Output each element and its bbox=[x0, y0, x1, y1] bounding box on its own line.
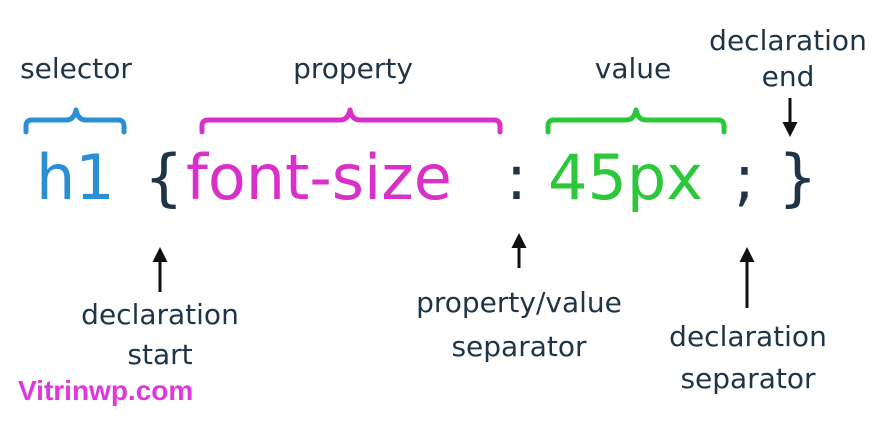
code-open-brace: { bbox=[144, 141, 184, 214]
declaration-separator-label-line2: separator bbox=[680, 362, 816, 395]
declaration-start-label-line2: start bbox=[127, 338, 193, 371]
property-bracket bbox=[199, 107, 503, 135]
separator-label-line1: property/value bbox=[416, 286, 622, 319]
declaration-end-label-line2: end bbox=[761, 60, 815, 93]
code-close-brace: } bbox=[778, 141, 818, 214]
selector-label: selector bbox=[20, 52, 132, 85]
code-value: 45px bbox=[548, 141, 703, 214]
selector-bracket bbox=[23, 107, 127, 135]
declaration-start-label-line1: declaration bbox=[81, 298, 239, 331]
value-label: value bbox=[594, 52, 672, 85]
code-property: font-size bbox=[186, 141, 452, 214]
value-bracket bbox=[545, 107, 727, 135]
code-semicolon: ; bbox=[734, 141, 755, 214]
declaration-end-label-line1: declaration bbox=[709, 24, 867, 57]
watermark-text: Vitrinwp.com bbox=[18, 375, 194, 406]
code-colon: : bbox=[506, 141, 527, 214]
separator-label-line2: separator bbox=[451, 330, 587, 363]
declaration-separator-label-line1: declaration bbox=[669, 320, 827, 353]
code-selector: h1 bbox=[36, 141, 115, 214]
property-label: property bbox=[293, 52, 413, 85]
